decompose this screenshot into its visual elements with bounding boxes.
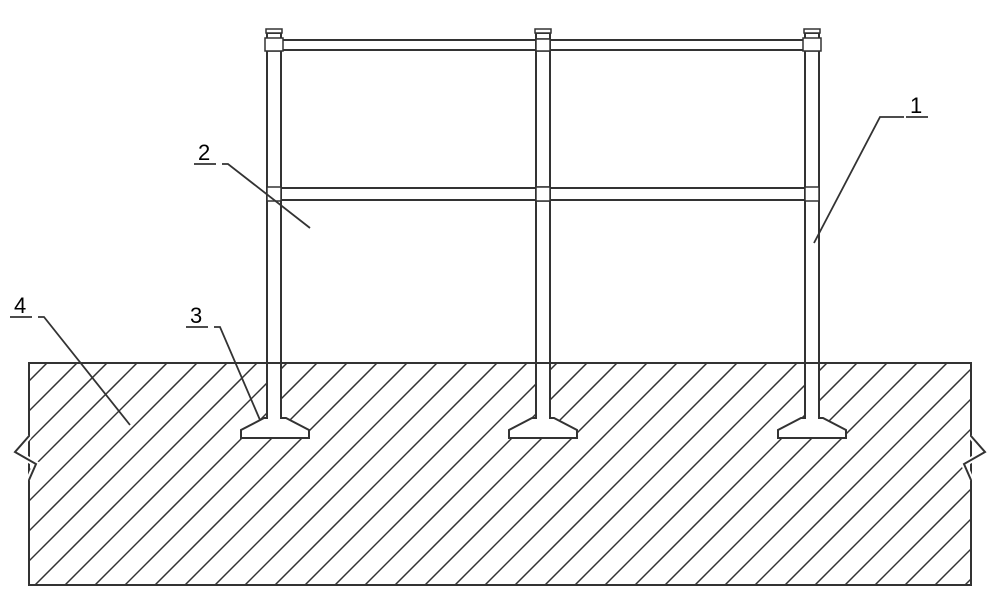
label-1: 1 [910, 93, 922, 118]
callout-labels: 1 2 3 4 [10, 93, 928, 425]
label-2: 2 [198, 140, 210, 165]
ground-outline [29, 363, 971, 585]
label-4: 4 [14, 293, 26, 318]
ground-hatch [0, 363, 1000, 585]
structure-section-diagram: 1 2 3 4 [0, 0, 1000, 614]
label-3: 3 [190, 303, 202, 328]
section-break-marks [15, 436, 985, 480]
